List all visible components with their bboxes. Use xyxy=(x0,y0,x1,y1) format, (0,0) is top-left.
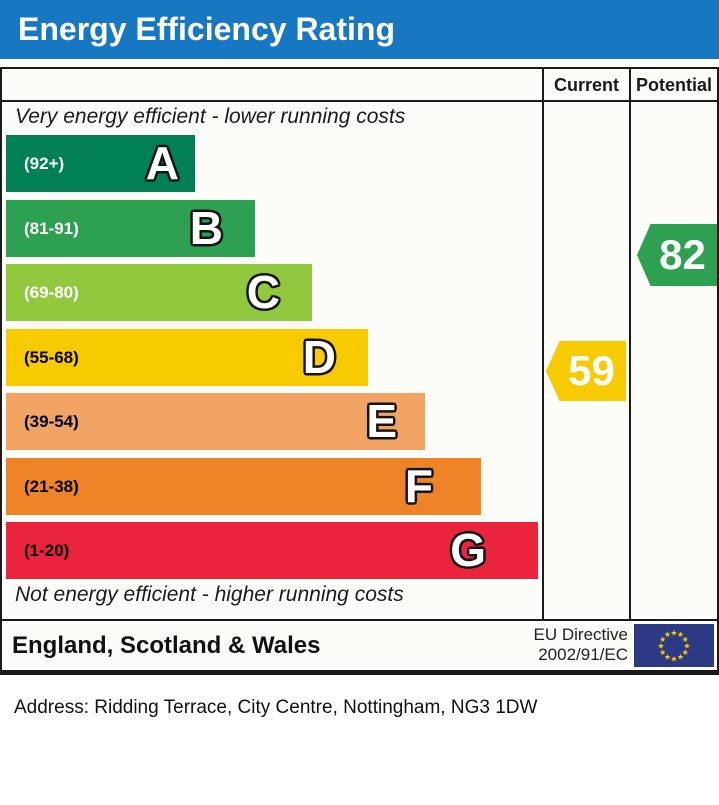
svg-text:★: ★ xyxy=(664,653,671,662)
svg-text:★: ★ xyxy=(682,635,689,644)
band-letter: F xyxy=(404,460,433,512)
band-range-label: (1-20) xyxy=(24,541,70,560)
potential-rating-arrow: 82 xyxy=(637,224,717,286)
svg-text:★: ★ xyxy=(659,635,666,644)
band-b: (81-91) B xyxy=(6,200,255,257)
top-note: Very energy efficient - lower running co… xyxy=(15,105,406,128)
eu-directive-label: EU Directive 2002/91/EC xyxy=(442,625,628,665)
potential-column-divider xyxy=(629,69,631,621)
svg-text:★: ★ xyxy=(683,641,690,650)
address-line: Address: Ridding Terrace, City Centre, N… xyxy=(14,697,538,718)
band-d: (55-68) D xyxy=(6,329,368,386)
band-e: (39-54) E xyxy=(6,393,425,450)
band-letter: G xyxy=(450,524,486,576)
band-letter: C xyxy=(246,266,280,318)
band-range-label: (39-54) xyxy=(24,412,79,431)
region-label: England, Scotland & Wales xyxy=(12,632,321,659)
band-range-label: (69-80) xyxy=(24,283,79,302)
svg-text:★: ★ xyxy=(682,648,689,657)
header-divider xyxy=(2,100,717,102)
current-column-divider xyxy=(542,69,544,621)
band-range-label: (55-68) xyxy=(24,348,79,367)
column-header-current: Current xyxy=(553,75,619,95)
svg-text:★: ★ xyxy=(664,630,671,639)
current-rating-arrow: 59 xyxy=(546,341,626,401)
band-a: (92+) A xyxy=(6,135,195,192)
band-letter: B xyxy=(189,202,223,254)
page-title: Energy Efficiency Rating xyxy=(18,11,395,47)
potential-rating-value: 82 xyxy=(659,231,706,278)
band-c: (69-80) C xyxy=(6,264,312,321)
column-header-potential: Potential xyxy=(635,75,712,95)
current-rating-value: 59 xyxy=(568,347,615,394)
svg-text:★: ★ xyxy=(670,628,677,637)
rating-table: Current Potential Very energy efficient … xyxy=(0,67,719,675)
band-letter: A xyxy=(145,137,179,189)
chart-bottom-divider xyxy=(2,619,717,621)
band-f: (21-38) F xyxy=(6,458,481,515)
svg-text:★: ★ xyxy=(677,630,684,639)
band-range-label: (92+) xyxy=(24,154,65,173)
band-range-label: (81-91) xyxy=(24,219,79,238)
eu-directive-line2: 2002/91/EC xyxy=(538,645,628,664)
band-range-label: (21-38) xyxy=(24,477,79,496)
band-g: (1-20) G xyxy=(6,522,538,579)
band-letter: D xyxy=(302,331,336,383)
eu-flag-icon: ★ ★★★★★★★★★★★ xyxy=(634,624,714,667)
title-bar: Energy Efficiency Rating xyxy=(0,0,719,59)
svg-text:★: ★ xyxy=(670,654,677,663)
band-letter: E xyxy=(366,395,397,447)
svg-text:★: ★ xyxy=(677,653,684,662)
svg-text:★: ★ xyxy=(659,648,666,657)
bottom-note: Not energy efficient - higher running co… xyxy=(15,583,404,606)
eu-directive-line1: EU Directive xyxy=(533,625,628,644)
svg-text:★: ★ xyxy=(657,641,664,650)
